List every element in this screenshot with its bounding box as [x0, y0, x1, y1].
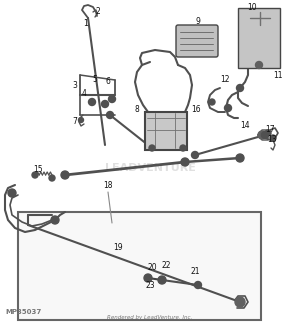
Circle shape [149, 145, 155, 151]
Circle shape [256, 61, 262, 68]
Circle shape [8, 189, 16, 197]
Text: 15: 15 [33, 165, 43, 174]
Circle shape [49, 175, 55, 181]
Text: 10: 10 [247, 4, 257, 13]
Circle shape [106, 111, 113, 119]
Text: 11: 11 [273, 70, 283, 79]
Text: 13: 13 [267, 136, 277, 144]
Circle shape [236, 85, 244, 91]
Text: 23: 23 [145, 280, 155, 289]
Circle shape [194, 282, 202, 288]
Text: 1: 1 [84, 19, 88, 28]
Circle shape [88, 99, 95, 106]
Circle shape [180, 145, 186, 151]
Text: 9: 9 [196, 17, 200, 26]
Text: Rendered by LeadVenture, Inc.: Rendered by LeadVenture, Inc. [107, 315, 193, 320]
Bar [145, 112, 187, 150]
Text: 7: 7 [73, 118, 77, 127]
Circle shape [51, 216, 59, 224]
Text: 4: 4 [82, 89, 86, 99]
FancyBboxPatch shape [176, 25, 218, 57]
Bar [238, 8, 280, 68]
Circle shape [61, 171, 69, 179]
Circle shape [144, 274, 152, 282]
Circle shape [209, 99, 215, 105]
Circle shape [236, 154, 244, 162]
Circle shape [270, 135, 276, 141]
Text: 19: 19 [113, 244, 123, 253]
Bar [18, 212, 261, 320]
Text: 20: 20 [147, 264, 157, 273]
Circle shape [109, 96, 116, 102]
Text: 21: 21 [190, 267, 200, 276]
Text: 6: 6 [106, 77, 110, 86]
Text: 8: 8 [135, 106, 140, 114]
Text: 18: 18 [103, 181, 113, 190]
Text: 14: 14 [240, 120, 250, 130]
Circle shape [181, 158, 189, 166]
Circle shape [79, 118, 83, 122]
Text: 17: 17 [265, 126, 275, 134]
Text: 2: 2 [96, 7, 100, 16]
Circle shape [158, 276, 166, 284]
Circle shape [262, 131, 268, 139]
Circle shape [32, 172, 38, 178]
Text: 16: 16 [191, 106, 201, 114]
Text: 22: 22 [161, 261, 171, 269]
Text: 3: 3 [73, 81, 77, 90]
Circle shape [191, 151, 199, 159]
Circle shape [265, 130, 271, 136]
Circle shape [258, 131, 266, 139]
Circle shape [101, 100, 109, 108]
Circle shape [235, 297, 245, 307]
Circle shape [224, 105, 232, 111]
Text: 5: 5 [93, 76, 98, 85]
Text: LEADVENTURE: LEADVENTURE [105, 163, 195, 173]
Text: MP35037: MP35037 [5, 309, 41, 315]
Text: 12: 12 [220, 76, 230, 85]
